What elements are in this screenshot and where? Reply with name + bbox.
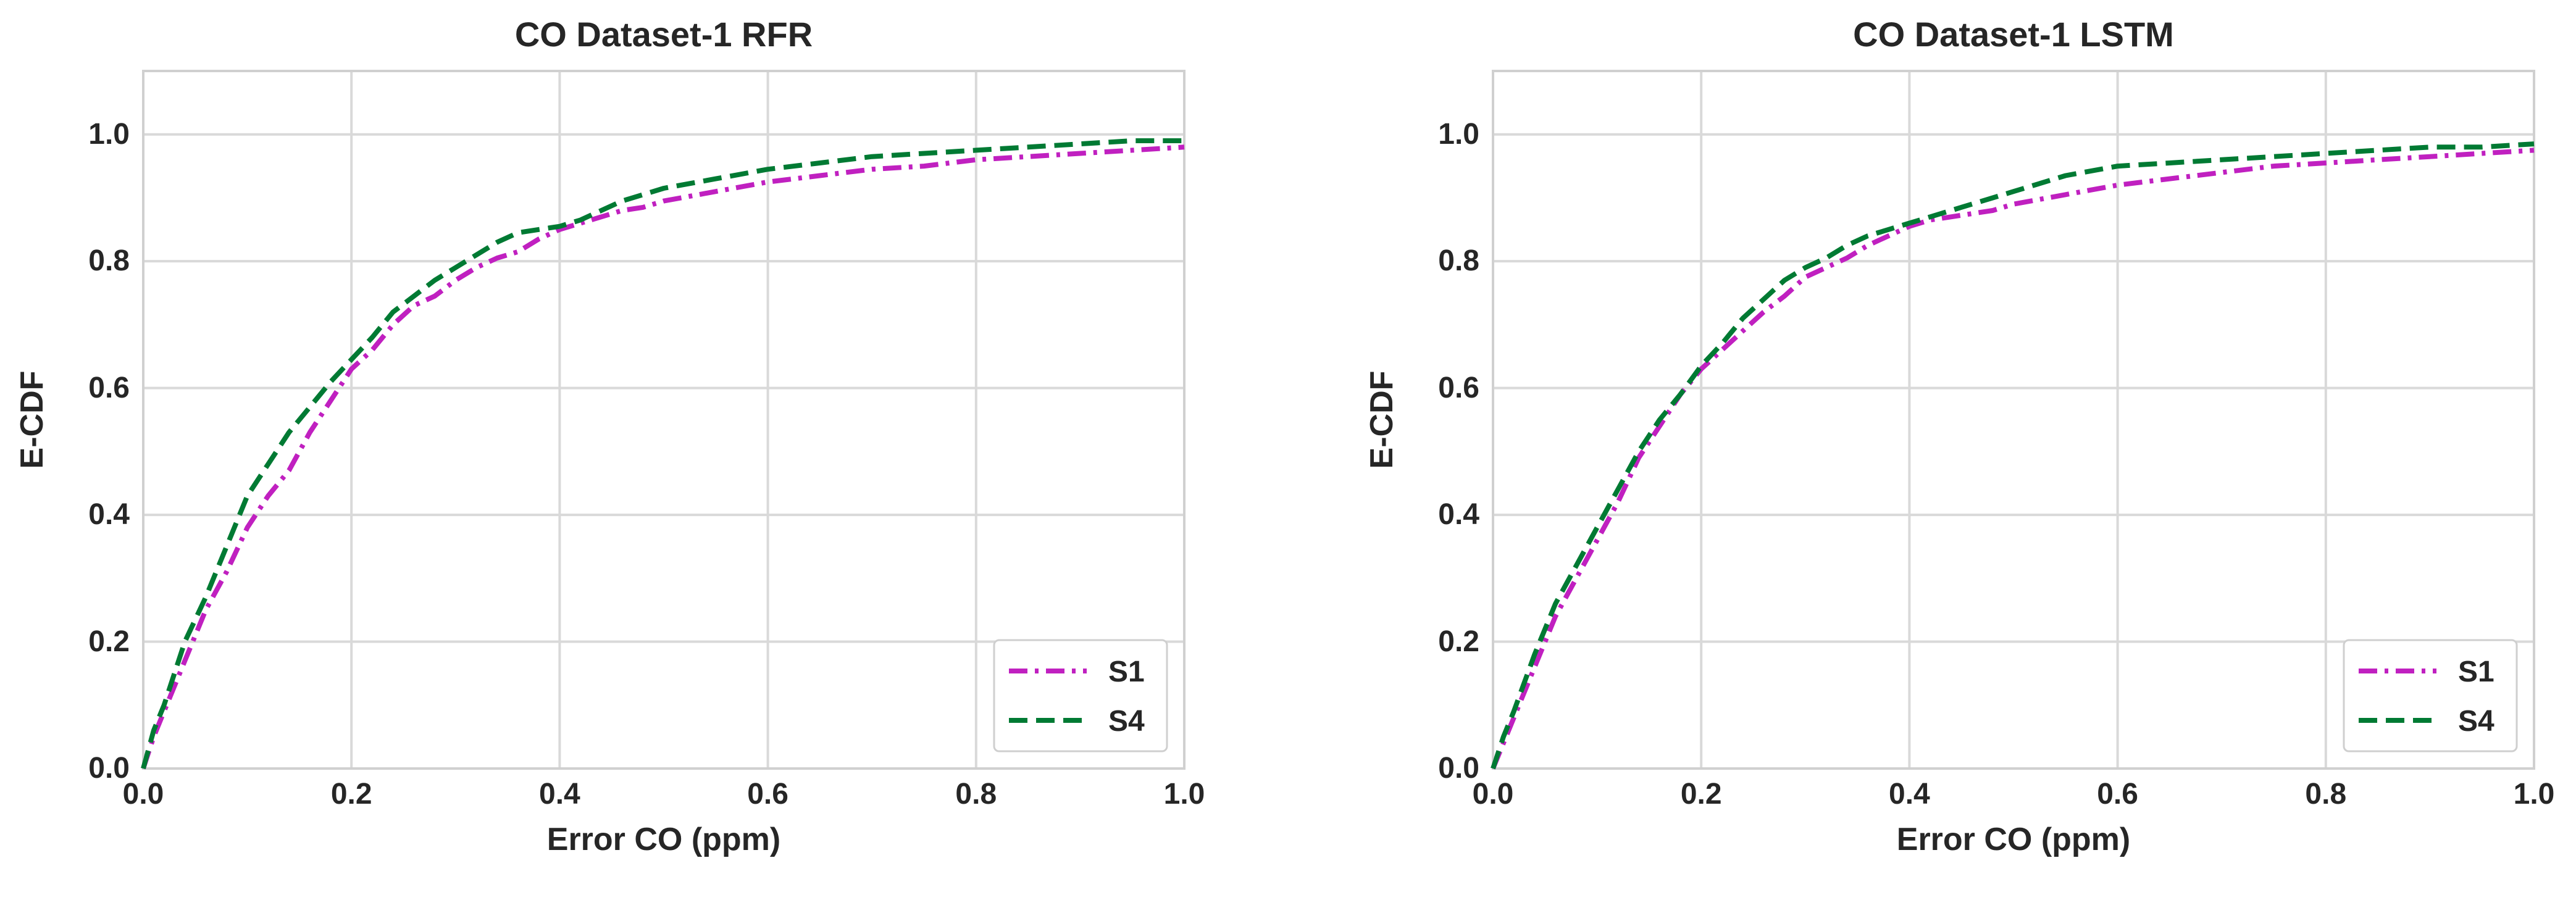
y-tick-label: 0.4 (88, 498, 130, 531)
y-tick-label: 1.0 (1438, 117, 1479, 151)
plot-area: S1 S4 (141, 70, 1186, 770)
x-tick-label: 0.6 (747, 778, 788, 810)
y-tick-label: 0.2 (1438, 625, 1479, 658)
y-tick-label: 0.6 (88, 371, 130, 404)
y-axis-label: E-CDF (1364, 370, 1400, 469)
series-line-s1 (141, 144, 1185, 770)
series-line-s4 (1491, 141, 2535, 770)
y-tick-label: 0.8 (88, 244, 130, 278)
x-tick-label: 0.8 (955, 778, 997, 810)
plot-frame (142, 70, 1186, 770)
y-tick-label: 0.6 (1438, 371, 1479, 404)
x-tick-label: 0.2 (330, 778, 372, 810)
legend: S1 S4 (993, 639, 1168, 752)
y-tick-label: 0.0 (1438, 752, 1479, 785)
y-tick-label: 0.2 (88, 625, 130, 658)
y-axis-label: E-CDF (14, 370, 50, 469)
x-tick-label: 1.0 (1163, 778, 1205, 810)
legend-label-s4: S4 (1108, 705, 1145, 738)
x-tick-label: 0.4 (1889, 778, 1930, 810)
y-tick-label: 0.8 (1438, 244, 1479, 278)
x-tick-label: 0.6 (2097, 778, 2138, 810)
plot-area: S1 S4 (1491, 70, 2535, 770)
x-tick-label: 0.8 (2305, 778, 2347, 810)
legend: S1 S4 (2343, 639, 2518, 752)
series-line-s1 (1491, 148, 2535, 770)
series-line-s4 (141, 138, 1184, 770)
x-tick-label: 0.2 (1680, 778, 1722, 810)
legend-label-s4: S4 (2458, 705, 2494, 738)
plot-frame (1492, 70, 2535, 770)
chart-title: CO Dataset-1 LSTM (1853, 15, 2174, 54)
legend-label-s1: S1 (1108, 656, 1145, 688)
legend-label-s1: S1 (2458, 656, 2494, 688)
y-tick-label: 0.4 (1438, 498, 1479, 531)
y-tick-label: 0.0 (88, 752, 130, 785)
x-tick-label: 0.4 (539, 778, 580, 810)
chart-title: CO Dataset-1 RFR (514, 15, 813, 54)
x-axis-label: Error CO (ppm) (1896, 822, 2131, 857)
legend-box (993, 639, 1168, 752)
x-tick-label: 0.0 (122, 778, 164, 810)
x-axis-label: Error CO (ppm) (546, 822, 781, 857)
y-tick-label: 1.0 (88, 117, 130, 151)
x-tick-label: 0.0 (1472, 778, 1514, 810)
legend-box (2343, 639, 2518, 752)
x-tick-label: 1.0 (2513, 778, 2555, 810)
